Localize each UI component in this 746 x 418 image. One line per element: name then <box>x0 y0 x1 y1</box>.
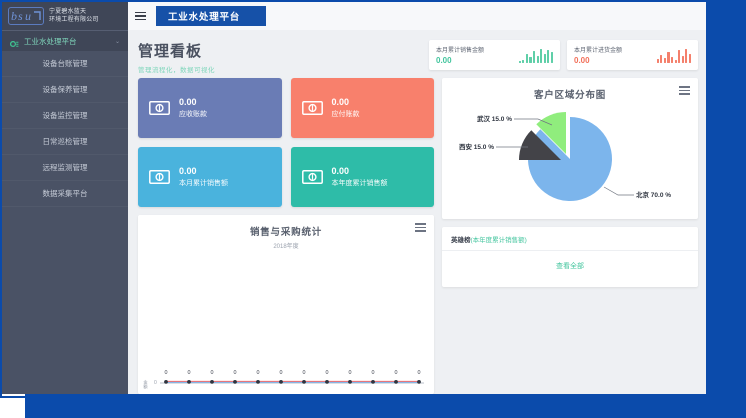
mini-card-monthly-purchase[interactable]: 本月累计进货金额 0.00 <box>567 40 698 70</box>
stat-card-label: 应付账款 <box>331 110 360 118</box>
dashboard-content: 管理看板 管理流程化，数据可视化 本月累计销售金额 0.00 <box>128 30 706 394</box>
svg-text:西安 15.0 %: 西安 15.0 % <box>459 142 494 151</box>
sidebar-item-remote-monitoring[interactable]: 远程监测管理 <box>2 155 128 181</box>
svg-text:b: b <box>11 9 17 23</box>
stat-card-label: 本月累计销售额 <box>179 179 228 187</box>
svg-text:0: 0 <box>188 370 191 376</box>
stat-card-value: 0.00 <box>331 96 350 107</box>
line-chart-svg: 金额 0 0 0 0 0 <box>143 370 424 390</box>
chevron-down-icon: ⌄ <box>114 38 120 45</box>
sidebar-item-label: 日常巡检管理 <box>42 137 88 146</box>
stat-card-value: 0.00 <box>331 165 350 176</box>
sidebar-menu: 设备台账管理 设备保养管理 设备监控管理 日常巡检管理 远程监测管理 数据采集平… <box>2 51 128 207</box>
mini-card-label: 本月累计进货金额 <box>574 48 623 54</box>
stat-card-label: 本年度累计销售额 <box>331 179 388 187</box>
svg-text:0: 0 <box>280 370 283 376</box>
stat-card-receivable[interactable]: 0.00 应收账款 <box>138 78 282 138</box>
hamburger-icon[interactable] <box>128 2 152 30</box>
chart-menu-icon[interactable] <box>679 86 690 97</box>
svg-text:0: 0 <box>257 370 260 376</box>
stat-card-label: 应收账款 <box>179 110 207 118</box>
platform-icon <box>9 37 19 47</box>
company-name: 宁夏碧水蓝天 环境工程有限公司 <box>49 9 99 23</box>
mini-card-monthly-sales[interactable]: 本月累计销售金额 0.00 <box>429 40 560 70</box>
sidebar-group-platform[interactable]: 工业水处理平台 ⌄ <box>2 31 128 51</box>
ranking-subtitle: (本年度累计销售额) <box>470 237 527 244</box>
svg-text:0: 0 <box>418 370 421 376</box>
pie-chart-plot: 武汉 15.0 % 西安 15.0 % 北京 70.0 % <box>442 101 698 201</box>
pie-chart-title: 客户区域分布图 <box>533 90 607 101</box>
sidebar-item-label: 远程监测管理 <box>42 163 88 172</box>
pie-chart-svg: 武汉 15.0 % 西安 15.0 % 北京 70.0 % <box>459 112 671 201</box>
money-icon <box>301 101 323 115</box>
svg-text:北京 70.0 %: 北京 70.0 % <box>636 190 671 199</box>
svg-text:金额: 金额 <box>143 379 149 390</box>
mini-card-list: 本月累计销售金额 0.00 本月累计进货金额 <box>429 40 698 70</box>
sales-purchase-chart-panel: 销售与采购统计 2018年度 金额 0 <box>138 215 434 394</box>
dashboard-header-row: 管理看板 管理流程化，数据可视化 本月累计销售金额 0.00 <box>128 30 706 78</box>
stat-card-value: 0.00 <box>179 96 197 107</box>
line-chart-title: 销售与采购统计 <box>249 227 323 238</box>
sidebar-item-label: 设备台账管理 <box>42 59 88 68</box>
left-column: 0.00 应收账款 <box>138 78 434 394</box>
mini-card-value: 0.00 <box>436 56 452 65</box>
sidebar-item-equipment-ledger[interactable]: 设备台账管理 <box>2 51 128 77</box>
money-icon <box>301 170 323 184</box>
svg-text:0: 0 <box>326 370 329 376</box>
stat-card-grid: 0.00 应收账款 <box>138 78 434 207</box>
sidebar-item-label: 设备保养管理 <box>42 85 88 94</box>
right-column: 客户区域分布图 <box>442 78 698 394</box>
svg-text:武汉 15.0 %: 武汉 15.0 % <box>477 114 512 123</box>
money-icon <box>149 170 170 184</box>
sidebar-item-label: 数据采集平台 <box>42 189 88 198</box>
ranking-header: 英雄榜(本年度累计销售额) <box>442 227 698 251</box>
svg-text:s: s <box>18 9 23 23</box>
svg-text:0: 0 <box>349 370 352 376</box>
right-column-spacer <box>442 295 698 394</box>
money-icon <box>149 101 170 115</box>
svg-text:0: 0 <box>154 380 157 386</box>
stat-card-payable[interactable]: 0.00 应付账款 <box>290 78 434 138</box>
tab-industrial-water-platform[interactable]: 工业水处理平台 <box>156 6 267 26</box>
frame-right-band <box>700 0 746 418</box>
sparkline-sales <box>518 48 553 63</box>
chart-menu-icon[interactable] <box>415 223 426 234</box>
sidebar: b s u 宁夏碧水蓝天 环境工程有限公司 工业水处理平台 ⌄ <box>2 2 128 394</box>
application-shell: b s u 宁夏碧水蓝天 环境工程有限公司 工业水处理平台 ⌄ <box>2 2 706 394</box>
tab-label: 工业水处理平台 <box>168 12 241 23</box>
customer-region-chart-panel: 客户区域分布图 <box>442 78 698 219</box>
dashboard-body: 0.00 应收账款 <box>128 78 706 394</box>
svg-text:0: 0 <box>211 370 214 376</box>
sidebar-item-equipment-monitoring[interactable]: 设备监控管理 <box>2 103 128 129</box>
svg-text:0: 0 <box>303 370 306 376</box>
svg-text:0: 0 <box>372 370 375 376</box>
stat-card-annual-sales[interactable]: 0.00 本年度累计销售额 <box>290 147 434 207</box>
svg-text:0: 0 <box>395 370 398 376</box>
svg-text:0: 0 <box>165 370 168 376</box>
sidebar-item-equipment-maintenance[interactable]: 设备保养管理 <box>2 77 128 103</box>
company-logo-icon: b s u <box>8 7 44 25</box>
page-title-block: 管理看板 管理流程化，数据可视化 <box>138 40 215 74</box>
page-title: 管理看板 <box>138 43 203 60</box>
sidebar-group-label: 工业水处理平台 <box>24 36 77 46</box>
mini-card-value: 0.00 <box>574 56 590 65</box>
ranking-panel: 英雄榜(本年度累计销售额) 查看全部 <box>442 227 698 287</box>
top-header: 工业水处理平台 <box>128 2 706 31</box>
page-subtitle: 管理流程化，数据可视化 <box>138 67 215 74</box>
view-all-link[interactable]: 查看全部 <box>556 263 584 270</box>
line-chart-subtitle: 2018年度 <box>273 244 299 250</box>
line-chart-plot: 金额 0 0 0 0 0 <box>138 250 434 393</box>
stat-card-monthly-sales[interactable]: 0.00 本月累计销售额 <box>138 147 282 207</box>
svg-text:0: 0 <box>234 370 237 376</box>
svg-text:u: u <box>25 9 31 23</box>
ranking-title: 英雄榜 <box>451 237 471 244</box>
stat-card-value: 0.00 <box>179 165 197 176</box>
sidebar-item-label: 设备监控管理 <box>42 111 88 120</box>
sparkline-purchase <box>656 48 691 63</box>
sidebar-item-daily-inspection[interactable]: 日常巡检管理 <box>2 129 128 155</box>
mini-card-label: 本月累计销售金额 <box>436 48 485 54</box>
sidebar-item-data-collection[interactable]: 数据采集平台 <box>2 181 128 207</box>
sidebar-logo[interactable]: b s u 宁夏碧水蓝天 环境工程有限公司 <box>2 2 128 31</box>
